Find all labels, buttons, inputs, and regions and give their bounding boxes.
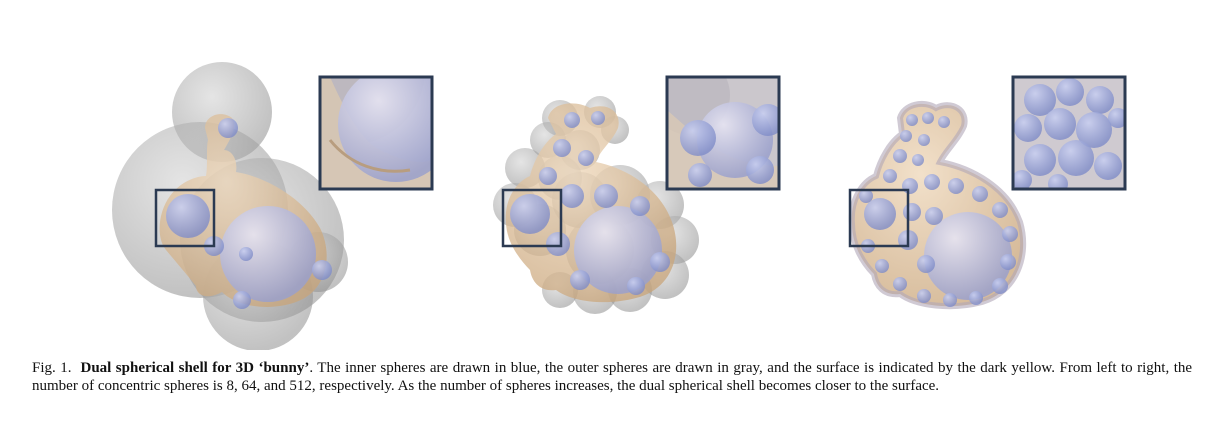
zoom-inset xyxy=(318,75,434,191)
figure-image xyxy=(112,62,1127,350)
zoom-region-box xyxy=(154,188,216,248)
inner-spheres xyxy=(510,111,670,295)
zoom-inset xyxy=(665,75,781,191)
zoom-region-box xyxy=(848,188,910,248)
figure-label: Fig. 1. xyxy=(32,360,72,376)
zoom-inset xyxy=(1011,75,1127,191)
caption-title: Dual spherical shell for 3D ‘bunny’ xyxy=(80,360,310,376)
inner-spheres xyxy=(166,118,332,309)
caption-body: . The inner spheres are drawn in blue, t… xyxy=(32,360,1193,394)
panel-64-spheres xyxy=(493,75,781,314)
figure-caption: Fig. 1. Dual spherical shell for 3D ‘bun… xyxy=(32,359,1192,395)
panel-8-spheres xyxy=(112,62,434,350)
zoom-region-box xyxy=(501,188,563,248)
panel-512-spheres xyxy=(848,75,1127,310)
